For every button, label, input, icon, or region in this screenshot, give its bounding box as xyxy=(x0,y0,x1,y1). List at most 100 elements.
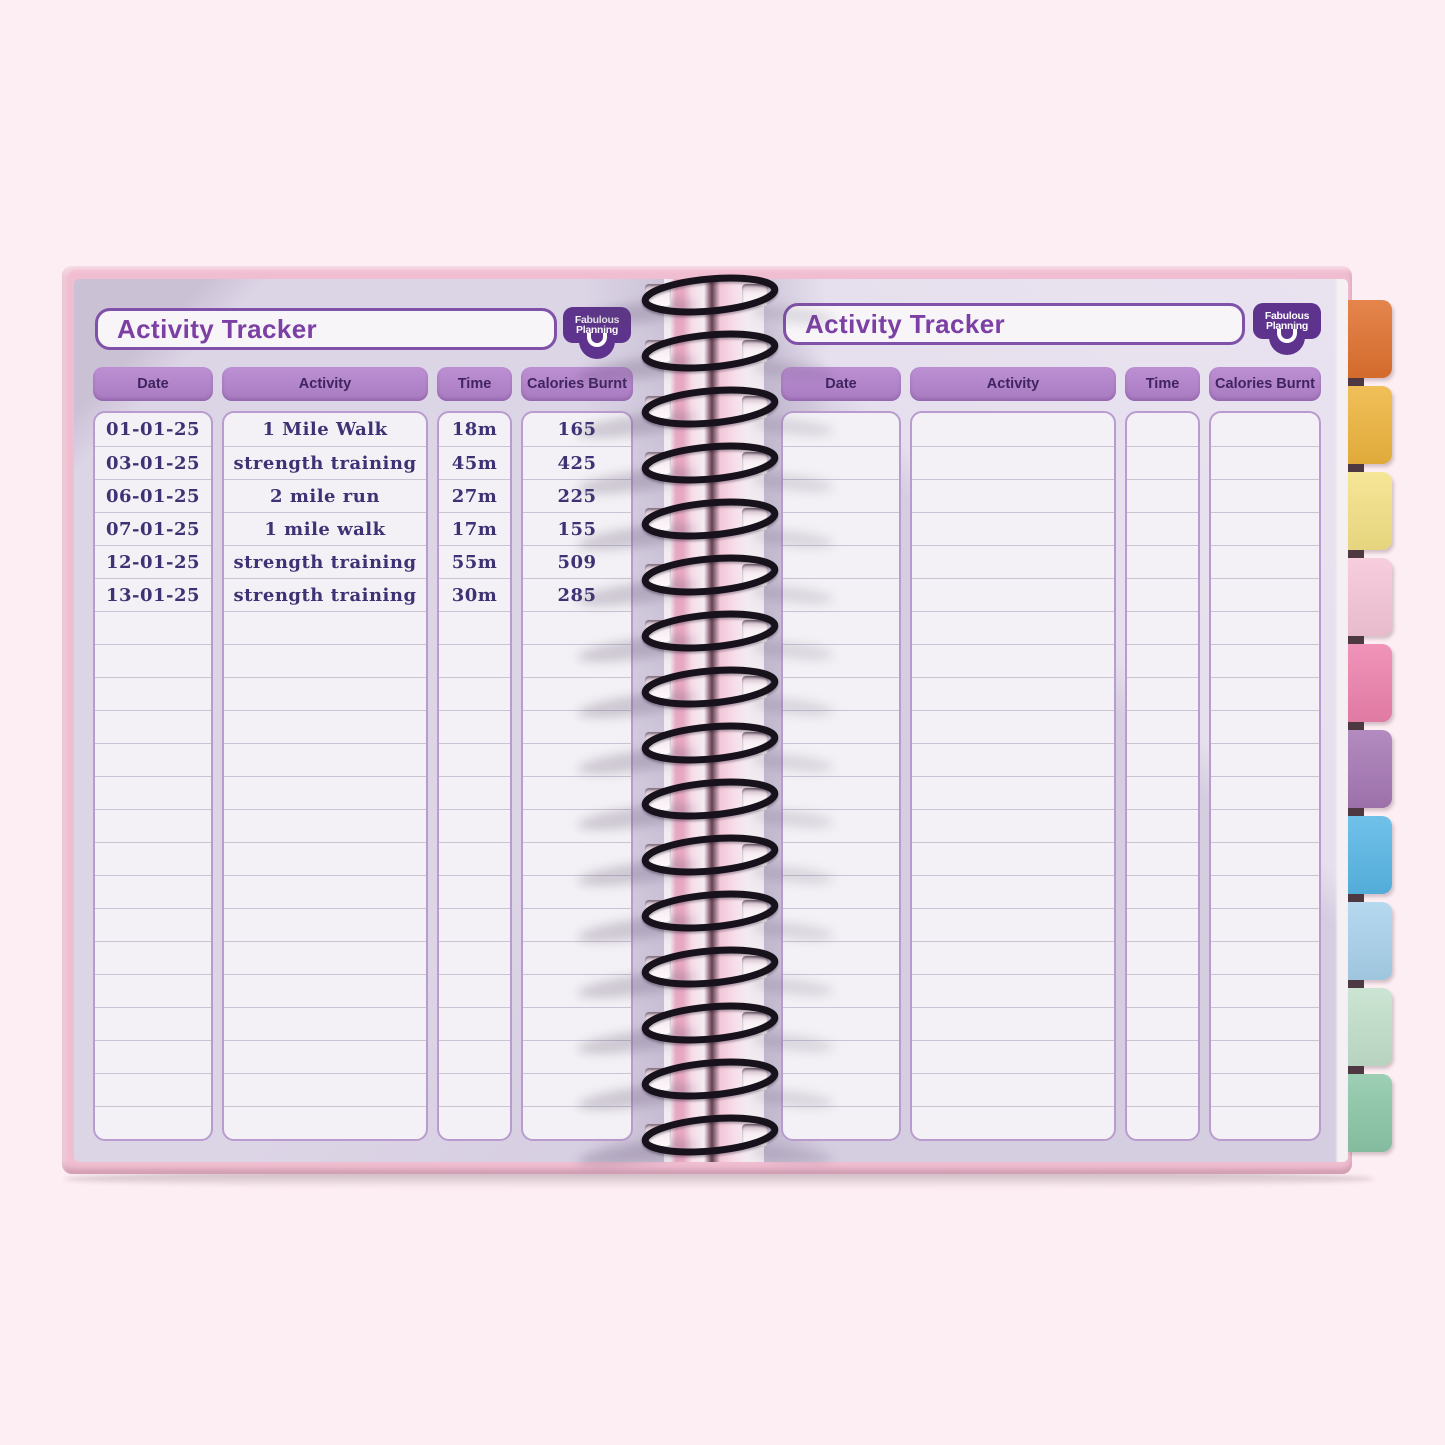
table-cell xyxy=(912,941,1114,974)
table-cell: 509 xyxy=(523,545,631,578)
table-cell xyxy=(1127,644,1198,677)
tab-pink[interactable] xyxy=(1348,644,1392,730)
table-cell xyxy=(523,677,631,710)
table-cell xyxy=(1127,710,1198,743)
tab-purple[interactable] xyxy=(1348,730,1392,816)
table-cell: 1 mile walk xyxy=(224,512,426,545)
table-cell xyxy=(95,809,211,842)
table-cell: 165 xyxy=(557,419,597,440)
table-cell xyxy=(1127,743,1198,776)
table-cell xyxy=(95,1106,211,1139)
table-cell xyxy=(1211,644,1319,677)
table-cell xyxy=(912,611,1114,644)
notebook-shadow xyxy=(64,1170,1374,1188)
column-calories xyxy=(1209,411,1321,1141)
table-cell: 27m xyxy=(439,479,510,512)
table-cell xyxy=(783,512,899,545)
tab-yellow[interactable] xyxy=(1348,472,1392,558)
table-cell xyxy=(224,644,426,677)
table-cell xyxy=(523,1073,631,1106)
smile-icon xyxy=(587,333,607,347)
table-cell xyxy=(912,809,1114,842)
table-cell xyxy=(224,1007,426,1040)
logo-text-line2: Planning xyxy=(576,324,618,336)
column-header-date: Date xyxy=(93,367,213,401)
tracker-table: Date Activity Time Calories Burnt xyxy=(781,367,1321,1141)
table-cell xyxy=(224,776,426,809)
table-cell xyxy=(523,611,631,644)
tab-orange[interactable] xyxy=(1348,300,1392,386)
table-cell xyxy=(783,479,899,512)
table-cell xyxy=(224,1106,426,1139)
tab-green[interactable] xyxy=(1348,1074,1392,1152)
table-cell xyxy=(95,644,211,677)
table-cell xyxy=(523,776,631,809)
table-cell xyxy=(95,710,211,743)
column-calories: 165 425 225 155 509 285 xyxy=(521,411,633,1141)
table-cell xyxy=(783,578,899,611)
table-cell xyxy=(783,677,899,710)
table-cell: 13-01-25 xyxy=(95,578,211,611)
table-cell xyxy=(783,776,899,809)
table-cell xyxy=(912,644,1114,677)
table-cell xyxy=(1211,578,1319,611)
table-cell xyxy=(224,710,426,743)
table-cell xyxy=(523,941,631,974)
page-title-box: Activity Tracker xyxy=(95,308,557,350)
tab-blue-light[interactable] xyxy=(1348,902,1392,988)
table-cell xyxy=(912,1106,1114,1139)
table-cell xyxy=(224,974,426,1007)
table-cell xyxy=(1211,611,1319,644)
column-time: 18m 45m 27m 17m 55m 30m xyxy=(437,411,512,1141)
table-cell xyxy=(1211,1106,1319,1139)
table-cell xyxy=(224,743,426,776)
table-cell xyxy=(1211,842,1319,875)
table-cell xyxy=(1127,809,1198,842)
table-cell xyxy=(783,710,899,743)
table-cell xyxy=(783,413,899,446)
table-cell xyxy=(912,446,1114,479)
tab-blue[interactable] xyxy=(1348,816,1392,902)
table-cell: 155 xyxy=(523,512,631,545)
table-cell xyxy=(783,545,899,578)
table-cell xyxy=(912,743,1114,776)
table-cell xyxy=(95,677,211,710)
table-cell xyxy=(224,875,426,908)
table-cell: 30m xyxy=(439,578,510,611)
column-header-activity: Activity xyxy=(222,367,428,401)
table-cell xyxy=(1127,446,1198,479)
table-cell xyxy=(523,1106,631,1139)
table-cell xyxy=(439,776,510,809)
brand-logo: Fabulous Planning xyxy=(1253,303,1321,361)
table-cell: 18m xyxy=(451,419,498,440)
table-cell xyxy=(783,644,899,677)
table-cell xyxy=(912,479,1114,512)
table-cell: 06-01-25 xyxy=(95,479,211,512)
table-cell xyxy=(95,776,211,809)
column-header-time: Time xyxy=(1125,367,1200,401)
table-cell xyxy=(912,677,1114,710)
table-cell xyxy=(523,974,631,1007)
table-cell xyxy=(439,809,510,842)
brand-logo: Fabulous Planning xyxy=(563,307,631,365)
table-cell xyxy=(1211,875,1319,908)
tab-pink-light[interactable] xyxy=(1348,558,1392,644)
table-cell xyxy=(1211,1073,1319,1106)
logo-badge: Fabulous Planning xyxy=(1253,303,1321,339)
table-cell xyxy=(912,545,1114,578)
table-cell xyxy=(1211,1040,1319,1073)
table-cell xyxy=(1127,1106,1198,1139)
table-cell: 45m xyxy=(439,446,510,479)
table-cell xyxy=(224,1040,426,1073)
left-page: Activity Tracker Fabulous Planning Date … xyxy=(74,279,680,1162)
table-cell xyxy=(1127,545,1198,578)
tab-gold[interactable] xyxy=(1348,386,1392,472)
table-cell: 55m xyxy=(439,545,510,578)
table-cell xyxy=(439,974,510,1007)
logo-text-line2: Planning xyxy=(1266,320,1308,332)
tab-mint[interactable] xyxy=(1348,988,1392,1074)
tab-stack xyxy=(1348,300,1392,1152)
table-cell xyxy=(1211,776,1319,809)
table-cell xyxy=(783,1073,899,1106)
table-cell xyxy=(439,611,510,644)
